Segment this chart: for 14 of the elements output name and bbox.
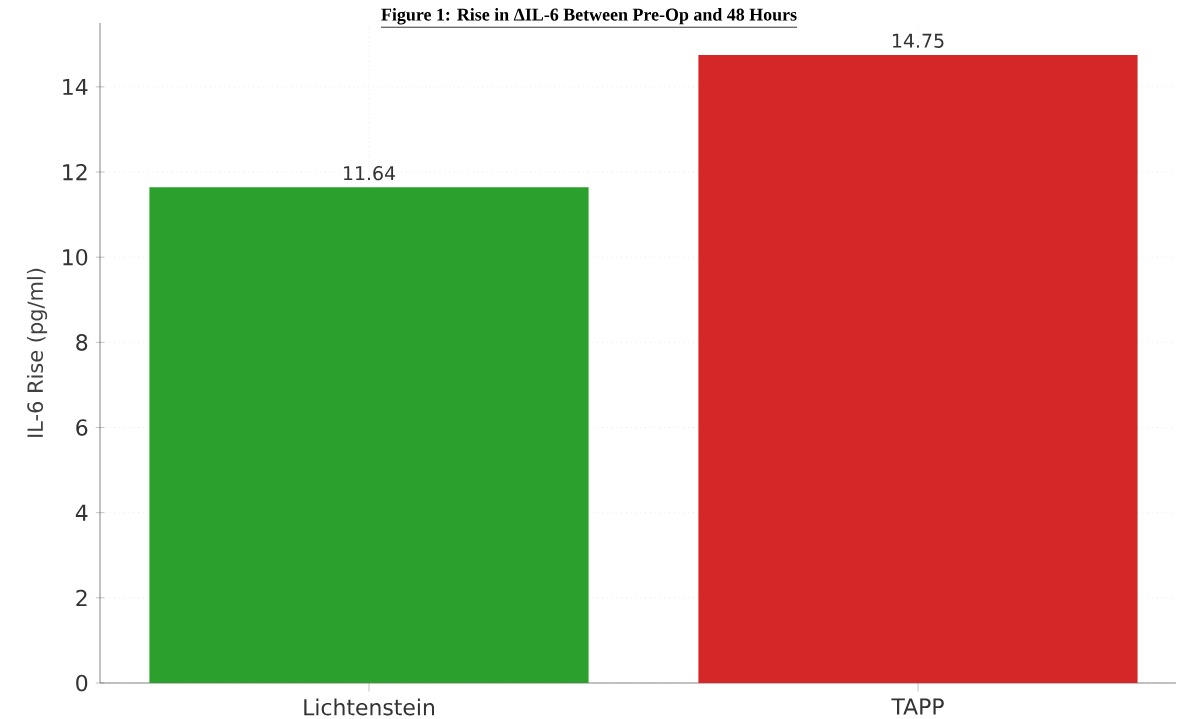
y-tick-label: 6 (76, 419, 88, 436)
y-tick-label: 8 (76, 334, 88, 351)
y-tick-label: 10 (63, 248, 88, 266)
x-tick-label: Lichtenstein (304, 698, 434, 716)
chart-title: Figure 1: Rise in ΔIL-6 Between Pre-Op and 48 Hours (381, 8, 797, 25)
y-axis-title: IL-6 Rise (pg/ml) (26, 268, 48, 437)
x-tick-label: TAPP (891, 698, 944, 715)
y-tick-label: 0 (76, 674, 88, 692)
y-tick-label: 4 (75, 504, 88, 521)
y-tick-label: 2 (76, 589, 87, 606)
y-tick-label: 14 (63, 78, 88, 95)
y-tick-label: 12 (63, 163, 87, 181)
data-label: 14.75 (892, 33, 944, 48)
data-label: 11.64 (344, 165, 396, 181)
